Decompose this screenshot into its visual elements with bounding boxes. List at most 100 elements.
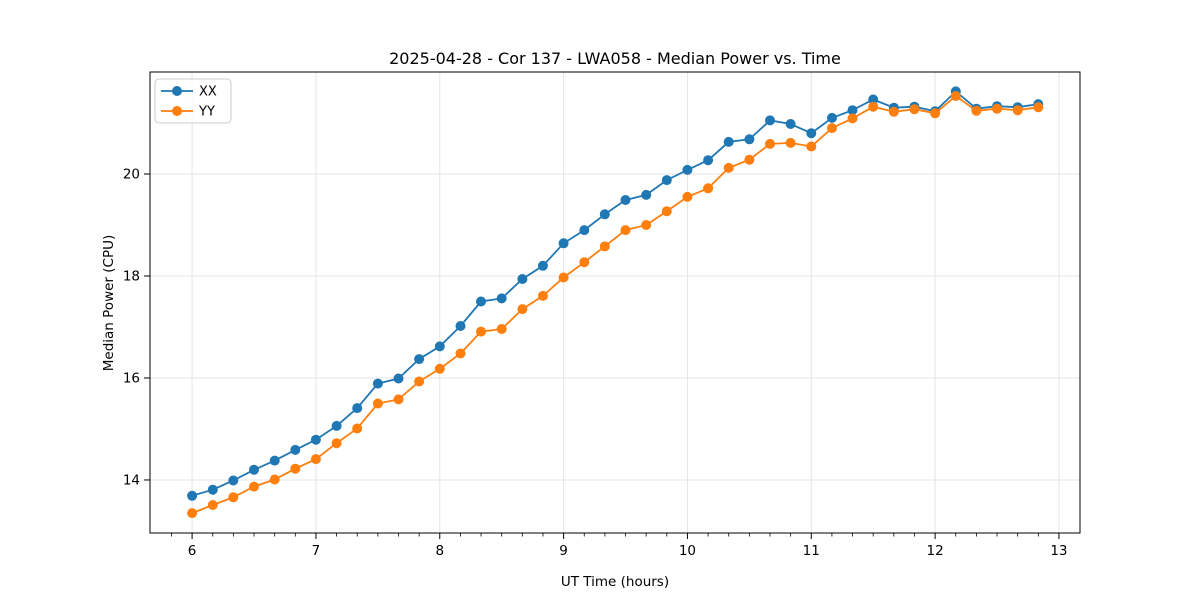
x-tick-label: 12 [927, 543, 944, 559]
series-yy [187, 91, 1044, 519]
data-point [579, 257, 590, 268]
data-point [207, 500, 218, 510]
data-point [682, 191, 693, 202]
legend: XX YY [154, 78, 232, 124]
data-point [517, 304, 528, 315]
data-point [599, 241, 610, 252]
data-point [187, 490, 198, 501]
data-point [888, 106, 899, 117]
data-point [393, 394, 404, 405]
data-point [703, 183, 714, 194]
legend-item-yy: YY [161, 105, 215, 120]
data-point [517, 274, 528, 284]
legend-marker [172, 86, 182, 96]
data-point [537, 290, 548, 301]
data-point [352, 423, 363, 434]
data-point [1033, 102, 1044, 113]
data-point [847, 113, 858, 124]
series-yy-line [191, 94, 1039, 514]
data-point [310, 434, 321, 445]
x-tick-label: 11 [803, 543, 820, 559]
y-axis-label: Median Power (CPU) [101, 235, 117, 371]
data-point [372, 398, 383, 409]
data-point [641, 220, 652, 230]
data-point [207, 484, 218, 495]
data-point [187, 508, 198, 519]
x-tick-label: 13 [1050, 543, 1067, 559]
x-tick-label: 9 [559, 543, 568, 559]
legend-item-xx: XX [161, 85, 217, 100]
data-point [599, 209, 610, 220]
data-point [496, 293, 507, 304]
data-point [723, 136, 734, 147]
data-point [414, 376, 425, 387]
data-point [930, 108, 941, 119]
data-point [661, 175, 672, 186]
data-point [847, 105, 858, 116]
data-point [950, 91, 961, 101]
data-point [1012, 105, 1023, 116]
data-point [558, 238, 569, 249]
tick-layer: 6 7 8 9 10 11 12 13 14 16 18 20 [123, 166, 1068, 559]
data-point [537, 260, 548, 271]
data-point [827, 123, 837, 134]
data-point [971, 105, 982, 116]
data-point [455, 321, 466, 331]
data-point [909, 104, 920, 115]
series-xx-line [191, 90, 1039, 497]
data-point [310, 454, 321, 465]
series-layer [187, 86, 1044, 519]
y-tick-label: 16 [123, 370, 140, 386]
data-point [785, 119, 796, 129]
data-point [331, 420, 342, 431]
data-point [682, 164, 693, 175]
plot-border [149, 71, 1081, 534]
data-point [290, 444, 301, 455]
data-point [290, 463, 301, 474]
data-point [723, 162, 734, 173]
data-point [868, 101, 879, 112]
data-point [806, 141, 817, 152]
legend-label: YY [198, 105, 215, 120]
data-point [352, 403, 363, 414]
x-axis-label: UT Time (hours) [561, 574, 669, 590]
data-point [765, 138, 775, 149]
data-point [641, 189, 652, 200]
y-tick-label: 20 [123, 166, 140, 182]
data-point [372, 378, 383, 389]
data-point [249, 464, 259, 475]
chart-title: 2025-04-28 - Cor 137 - LWA058 - Median P… [389, 49, 841, 68]
x-tick-label: 8 [435, 543, 444, 559]
data-point [476, 326, 486, 337]
data-point [455, 348, 466, 359]
data-point [806, 128, 817, 139]
legend-label: XX [199, 85, 217, 100]
data-point [785, 137, 796, 148]
data-point [661, 206, 672, 217]
legend-box [154, 78, 232, 124]
data-point [620, 195, 631, 205]
legend-marker [172, 106, 182, 116]
data-point [992, 103, 1002, 114]
y-tick-label: 18 [123, 268, 140, 284]
data-point [744, 154, 755, 165]
x-tick-label: 6 [188, 543, 197, 559]
grid-layer [150, 72, 1080, 533]
data-point [269, 455, 280, 466]
data-point [579, 225, 590, 236]
data-point [249, 481, 259, 492]
data-point [703, 155, 714, 166]
x-tick-label: 10 [679, 543, 696, 559]
data-point [765, 115, 775, 126]
data-point [393, 373, 404, 384]
data-point [476, 296, 486, 307]
data-point [827, 112, 837, 123]
data-point [414, 354, 425, 365]
data-point [434, 341, 445, 352]
data-point [228, 492, 239, 503]
data-point [269, 474, 280, 485]
x-tick-label: 7 [312, 543, 321, 559]
data-point [496, 324, 507, 334]
data-point [744, 134, 755, 145]
